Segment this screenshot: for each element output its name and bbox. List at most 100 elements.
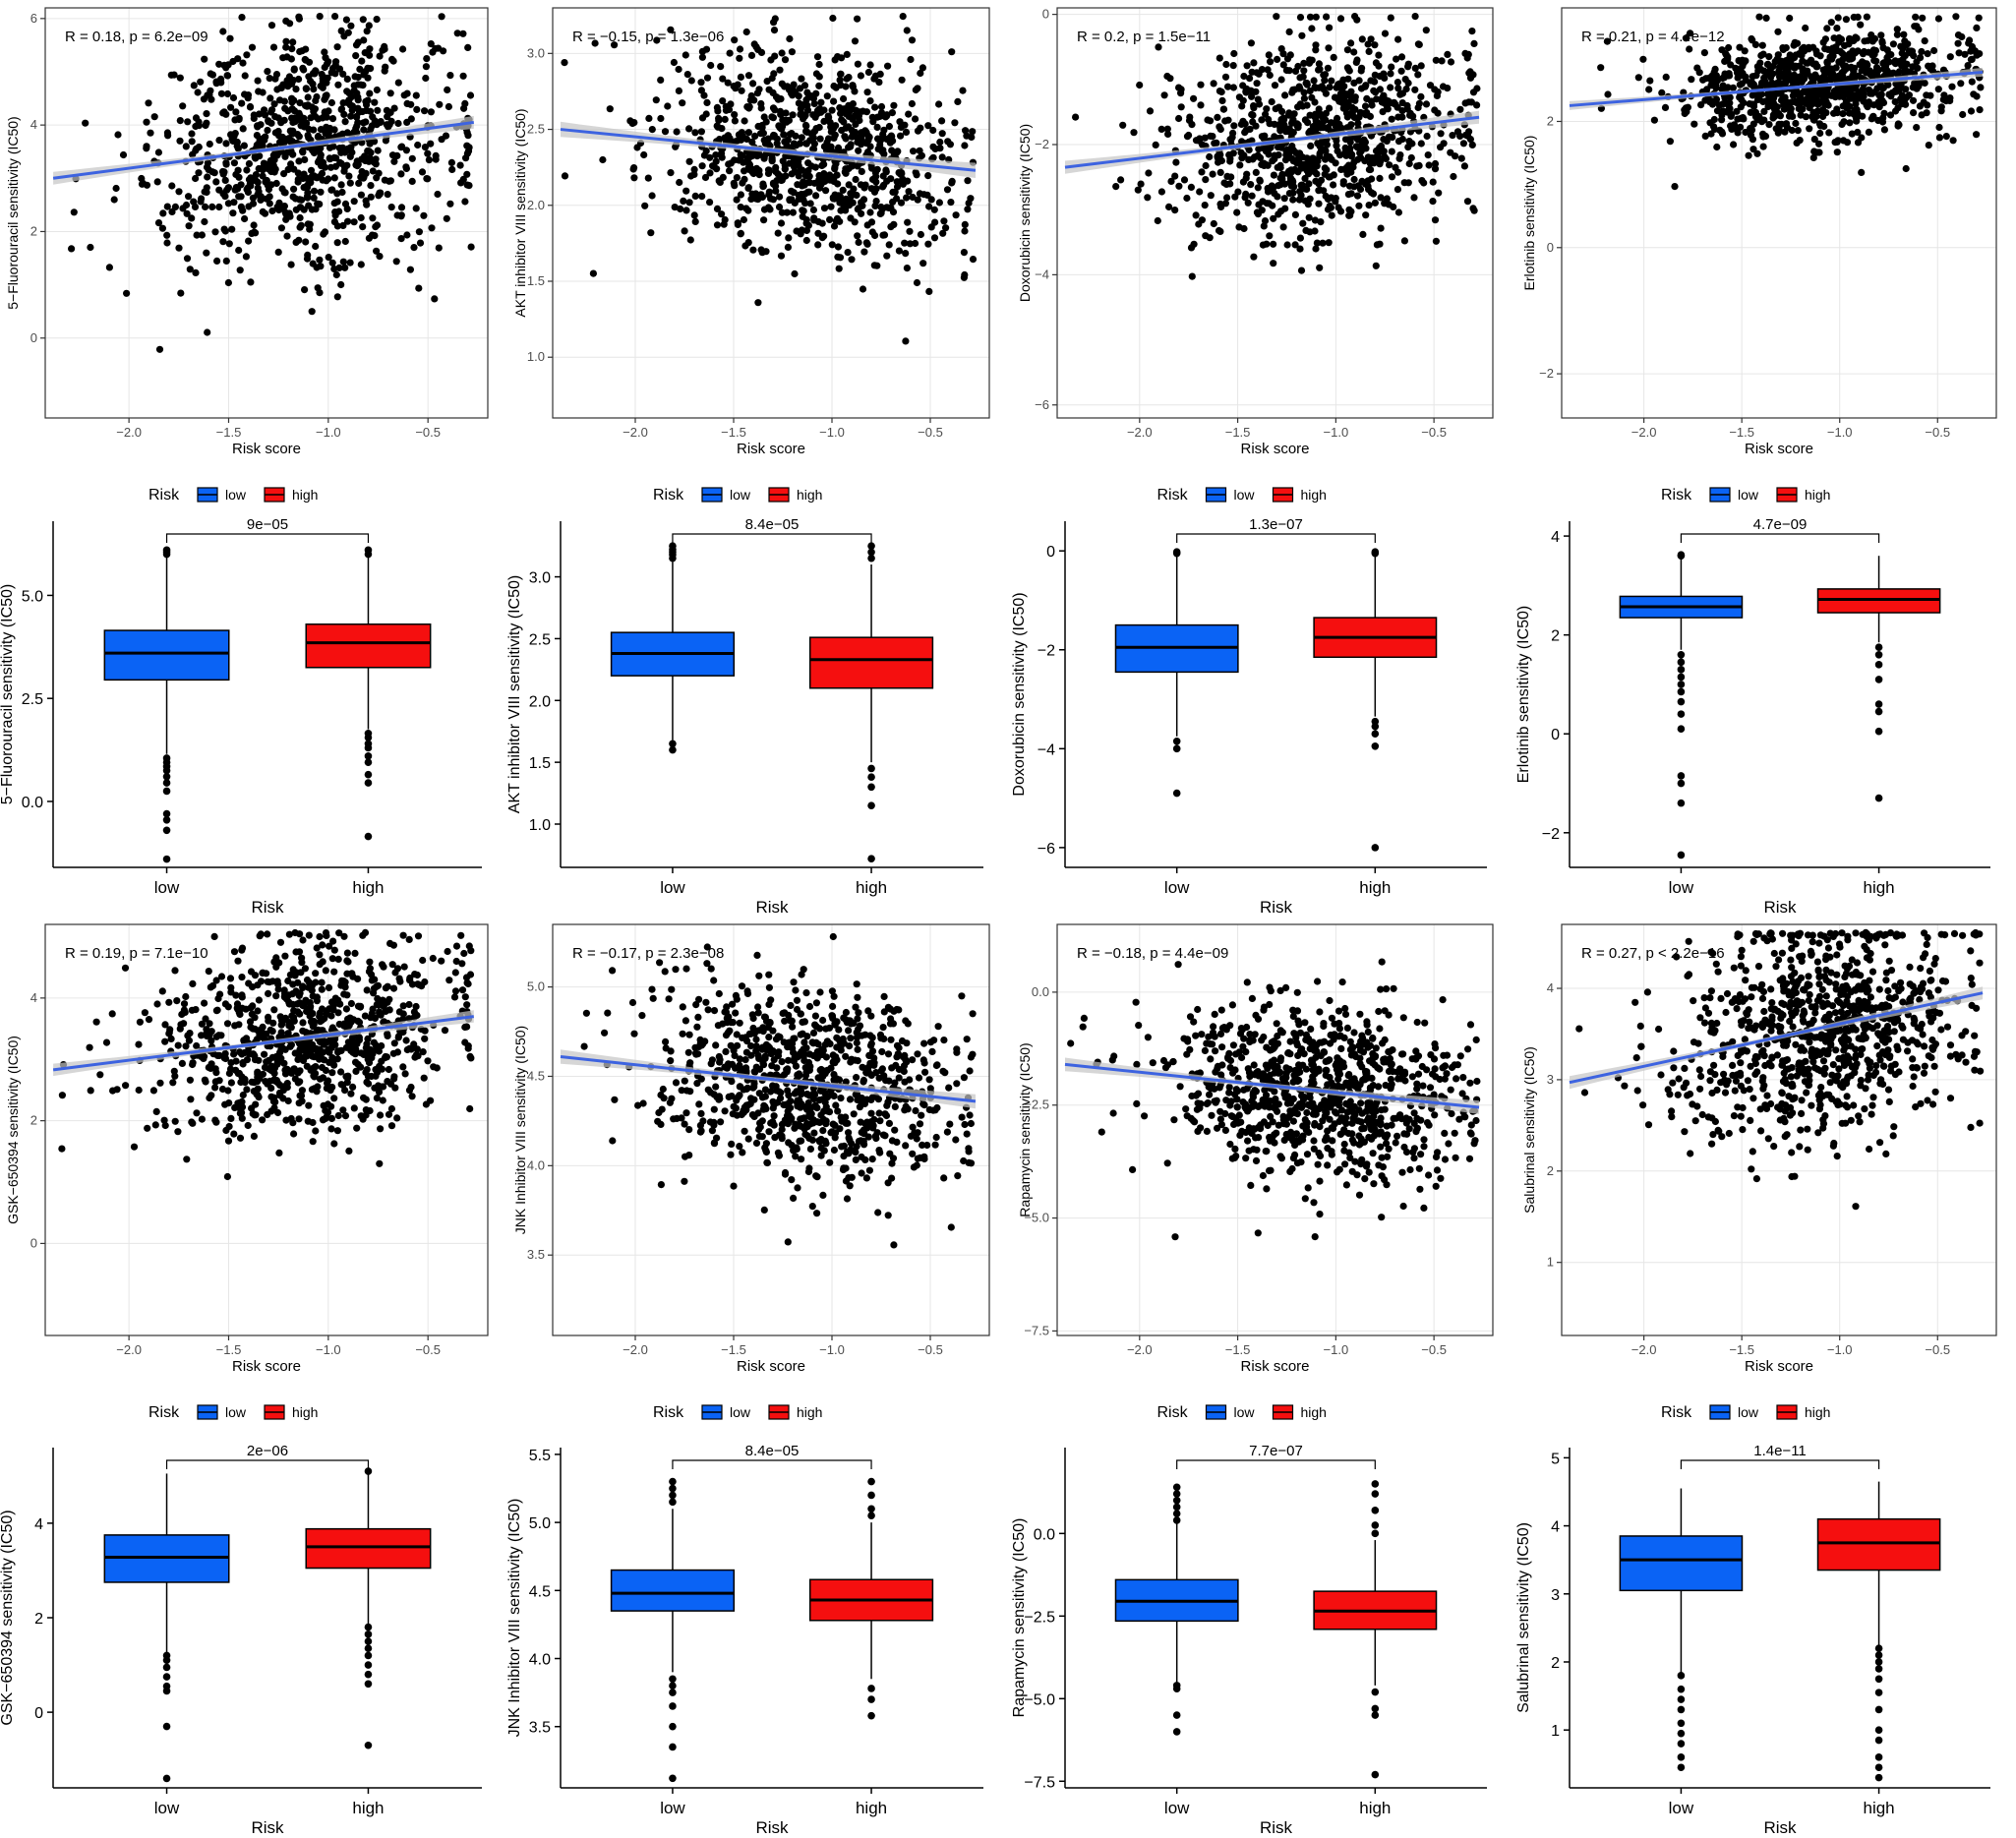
data-point — [1372, 200, 1379, 207]
data-point — [239, 60, 246, 67]
outlier-point — [163, 547, 171, 555]
data-point — [1860, 63, 1867, 70]
data-point — [765, 166, 772, 173]
data-point — [248, 1004, 255, 1011]
data-point — [373, 248, 380, 255]
data-point — [399, 1063, 406, 1070]
data-point — [682, 207, 689, 213]
data-point — [195, 89, 202, 95]
data-point — [1735, 75, 1742, 82]
data-point — [1460, 140, 1467, 147]
data-point — [1306, 214, 1313, 221]
data-point — [187, 1096, 194, 1102]
data-point — [649, 192, 656, 199]
data-point — [826, 216, 833, 223]
y-axis-label: 5−Fluorouracil sensitivity (IC50) — [0, 584, 16, 805]
data-point — [1860, 50, 1867, 57]
x-axis-label: Risk — [1763, 898, 1797, 917]
data-point — [219, 1086, 226, 1093]
data-point — [1281, 206, 1288, 212]
data-point — [788, 196, 795, 203]
data-point — [1217, 126, 1224, 133]
data-point — [1301, 95, 1308, 102]
data-point — [179, 1060, 186, 1067]
data-point — [1795, 127, 1802, 134]
data-point — [682, 51, 689, 58]
data-point — [935, 100, 942, 107]
data-point — [316, 147, 323, 153]
data-point — [1924, 109, 1930, 116]
data-point — [1688, 76, 1694, 83]
data-point — [1216, 151, 1223, 158]
data-point — [1966, 36, 1973, 43]
data-point — [417, 240, 424, 247]
data-point — [114, 131, 121, 138]
data-point — [322, 109, 328, 116]
data-point — [224, 1020, 231, 1027]
data-point — [87, 1044, 93, 1051]
data-point — [1399, 136, 1406, 143]
data-point — [236, 1100, 243, 1107]
data-point — [1604, 90, 1611, 97]
outlier-point — [1678, 725, 1686, 733]
data-point — [1312, 160, 1319, 167]
data-point — [1468, 28, 1475, 34]
data-point — [143, 119, 149, 126]
data-point — [854, 16, 860, 23]
data-point — [1821, 71, 1828, 78]
data-point — [394, 120, 401, 127]
data-point — [1333, 143, 1339, 149]
data-point — [366, 90, 373, 97]
data-point — [1230, 84, 1237, 90]
data-point — [1155, 217, 1161, 224]
outlier-point — [1678, 698, 1686, 706]
data-point — [1866, 129, 1872, 136]
data-point — [251, 221, 258, 228]
data-point — [1899, 45, 1906, 52]
data-point — [1214, 114, 1220, 121]
outlier-point — [669, 542, 677, 550]
data-point — [782, 172, 789, 179]
data-point — [267, 94, 273, 101]
data-point — [238, 100, 245, 107]
y-tick-label: 2.0 — [529, 693, 551, 710]
data-point — [257, 197, 264, 204]
data-point — [816, 61, 823, 68]
data-point — [206, 968, 212, 975]
significance-bracket — [673, 534, 871, 543]
data-point — [240, 1092, 247, 1098]
data-point — [778, 253, 785, 260]
x-tick-label: high — [856, 878, 887, 897]
data-point — [106, 264, 113, 270]
data-point — [325, 75, 331, 82]
data-point — [322, 228, 328, 235]
data-point — [1412, 13, 1419, 20]
data-point — [203, 110, 209, 117]
data-point — [1800, 46, 1807, 53]
data-point — [1713, 95, 1720, 102]
data-point — [1315, 67, 1322, 74]
data-point — [204, 163, 210, 170]
data-point — [305, 93, 312, 100]
data-point — [964, 177, 971, 184]
data-point — [442, 1027, 448, 1034]
data-point — [1730, 141, 1737, 148]
x-tick-label: high — [352, 878, 384, 897]
data-point — [1218, 97, 1225, 104]
x-axis-label: Risk score — [232, 1358, 301, 1375]
data-point — [238, 14, 245, 21]
data-point — [1805, 94, 1811, 101]
data-point — [864, 133, 871, 140]
data-point — [302, 238, 309, 245]
data-point — [1824, 46, 1831, 53]
data-point — [1363, 95, 1370, 102]
data-point — [1271, 172, 1277, 179]
data-point — [1828, 72, 1835, 79]
data-point — [1275, 151, 1282, 158]
data-point — [871, 262, 878, 268]
data-point — [358, 261, 365, 267]
data-point — [676, 88, 682, 94]
data-point — [925, 203, 932, 209]
data-point — [335, 956, 342, 963]
